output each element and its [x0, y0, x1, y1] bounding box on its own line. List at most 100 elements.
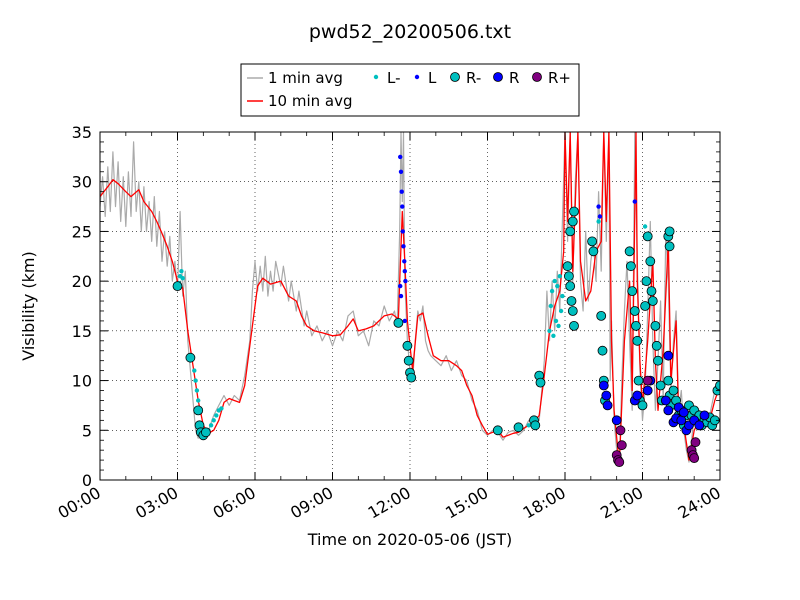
marker-R: [663, 350, 674, 361]
point-L: [398, 293, 404, 299]
point-L-: [556, 323, 561, 329]
point-L: [398, 283, 403, 289]
marker-R-: [535, 377, 546, 388]
marker-R-: [650, 320, 661, 331]
point-L-: [526, 423, 531, 428]
marker-R+: [690, 437, 701, 448]
point-L-: [555, 283, 560, 289]
x-tick-label: 12:00: [365, 483, 414, 523]
y-tick-labels: 0 5 10 15 20 25 30 35: [72, 123, 92, 490]
marker-R-: [627, 286, 638, 297]
legend-lminus-label: L-: [387, 69, 401, 87]
legend-rminus-marker: [450, 72, 460, 82]
series-lines: [100, 132, 720, 466]
marker-R-: [664, 241, 675, 252]
marker-R-: [565, 226, 576, 237]
y-tick-label: 5: [82, 421, 92, 440]
point-L: [398, 154, 403, 160]
y-tick-label: 35: [72, 123, 92, 142]
marker-R-: [565, 281, 576, 292]
point-L-: [560, 293, 565, 299]
chart-title: pwd52_20200506.txt: [309, 21, 511, 43]
marker-R-: [624, 246, 635, 257]
point-L-: [553, 318, 559, 324]
legend-l-label: L: [428, 69, 437, 87]
marker-R: [699, 410, 710, 421]
marker-R-: [653, 355, 663, 366]
marker-R-: [632, 335, 643, 346]
marker-R-: [562, 261, 573, 272]
marker-R: [611, 415, 622, 426]
y-axis-label: Visibility (km): [19, 251, 38, 360]
marker-R-: [642, 231, 653, 242]
x-tick-label: 21:00: [597, 483, 646, 523]
legend-rplus-marker: [532, 72, 542, 82]
point-L: [402, 318, 407, 324]
point-L-: [549, 288, 555, 294]
point-L: [399, 189, 404, 194]
y-tick-label: 0: [82, 471, 92, 490]
legend-r-label: R: [509, 69, 519, 87]
point-L: [402, 259, 407, 264]
point-L-: [552, 278, 557, 284]
x-tick-label: 15:00: [442, 483, 491, 523]
marker-R-: [492, 425, 503, 436]
marker-R-: [626, 261, 636, 272]
point-L: [597, 214, 603, 219]
marker-R-: [645, 256, 656, 267]
point-L-: [547, 328, 552, 334]
point-L: [400, 229, 405, 234]
marker-R+: [614, 457, 625, 468]
y-tick-label: 30: [72, 173, 92, 192]
legend-box: [240, 63, 580, 117]
y-tick-label: 15: [72, 322, 92, 341]
marker-R-: [655, 380, 666, 391]
legend-r-marker: [493, 72, 503, 82]
x-tick-label: 06:00: [210, 483, 259, 523]
legend-10min-label: 10 min avg: [268, 92, 353, 110]
series-line-10-min-avg: [100, 132, 720, 466]
marker-R-: [651, 340, 662, 351]
point-L: [632, 199, 637, 204]
point-L-: [558, 308, 564, 314]
point-L-: [180, 276, 185, 281]
marker-R-: [664, 226, 675, 237]
marker-R-: [668, 385, 679, 396]
marker-R: [678, 407, 689, 418]
marker-R-: [567, 216, 578, 227]
marker-R: [598, 380, 609, 391]
marker-R-: [629, 306, 640, 316]
marker-R-: [633, 375, 644, 386]
marker-R-: [402, 340, 413, 351]
marker-R: [602, 400, 613, 411]
marker-R-: [513, 422, 524, 433]
marker-R-: [393, 317, 404, 328]
point-L-: [596, 219, 601, 224]
legend-1min-label: 1 min avg: [268, 69, 343, 87]
marker-R-: [566, 296, 577, 306]
marker-R-: [564, 271, 574, 282]
point-L: [596, 204, 601, 209]
marker-R+: [642, 375, 653, 386]
marker-R: [601, 390, 612, 401]
marker-R-: [663, 375, 674, 386]
point-L-: [208, 423, 214, 428]
legend-rplus-label: R+: [548, 69, 571, 87]
legend-l-dot: [414, 74, 420, 80]
marker-R: [642, 385, 653, 396]
legend: 1 min avg L- L R- R R+ 10 min avg: [240, 63, 580, 117]
legend-rminus-label: R-: [466, 69, 481, 87]
marker-R-: [587, 236, 597, 247]
point-L-: [642, 224, 648, 229]
marker-R-: [646, 286, 657, 297]
point-L-: [193, 378, 198, 383]
legend-lminus-dot: [373, 74, 379, 80]
marker-R-: [406, 372, 417, 383]
marker-R-: [596, 310, 607, 321]
point-L: [403, 278, 408, 284]
point-L: [400, 204, 405, 209]
marker-R-: [647, 296, 658, 306]
x-tick-label: 00:00: [55, 483, 104, 523]
marker-R-: [200, 427, 211, 438]
